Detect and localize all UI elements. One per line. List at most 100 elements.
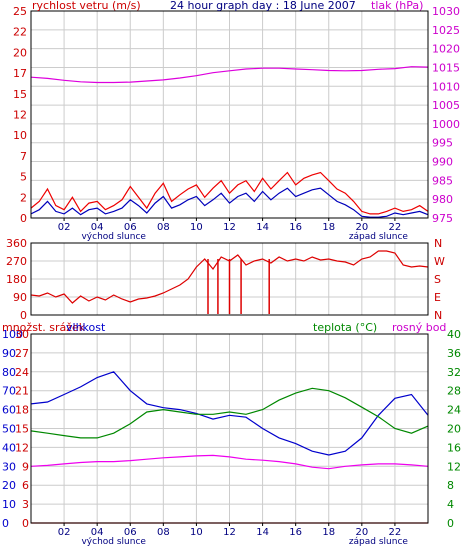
wind-speed-y-tick-label: 17: [13, 67, 27, 80]
wind-speed-y-tick-label: 22: [13, 26, 27, 39]
temperature-y-tick-label: 28: [447, 385, 461, 398]
wind-direction-y-tick-label: 180: [6, 273, 27, 286]
climate-x-tick-label: 06: [124, 527, 137, 538]
precipitation-y-tick-label: 30: [15, 328, 29, 341]
wind-speed-x-tick-label: 04: [91, 222, 104, 233]
wind-speed-x-tick-label: 14: [256, 222, 269, 233]
precipitation-y-tick-label: 27: [15, 347, 29, 360]
compass-tick-label: S: [434, 273, 441, 286]
precipitation-y-tick-label: 24: [15, 366, 29, 379]
humidity-y-tick-label: 70: [2, 385, 16, 398]
climate-x-tick-label: 10: [190, 527, 203, 538]
wind-speed-x-tick-label: 16: [289, 222, 302, 233]
humidity-label: vlhkost: [66, 321, 106, 334]
wind-speed-axis-label: rychlost vetru (m/s): [32, 0, 141, 12]
temperature-label: teplota (°C): [313, 321, 377, 334]
pressure-y-tick-label: 1000: [432, 118, 460, 131]
pressure-y-tick-label: 995: [432, 137, 453, 150]
wind-speed-x-tick-label: 10: [190, 222, 203, 233]
wind-direction-y-tick-label: 270: [6, 255, 27, 268]
precipitation-y-tick-label: 18: [15, 404, 29, 417]
humidity-series-line: [30, 371, 429, 456]
wind-speed-y-tick-label: 7: [20, 150, 27, 163]
temperature-y-tick-label: 40: [447, 328, 461, 341]
wind-speed-sun-label: východ slunce: [81, 232, 146, 242]
compass-tick-label: E: [434, 291, 441, 304]
climate-x-tick-label: 14: [256, 527, 269, 538]
humidity-y-tick-label: 20: [2, 479, 16, 492]
humidity-y-tick-label: 60: [2, 404, 16, 417]
pressure-series-line: [30, 66, 429, 84]
pressure-y-tick-label: 1005: [432, 99, 460, 112]
wind-speed-x-tick-label: 18: [322, 222, 335, 233]
chart-title: 24 hour graph day : 18 June 2007: [170, 0, 356, 12]
temperature-y-tick-label: 24: [447, 404, 461, 417]
climate-x-tick-label: 18: [322, 527, 335, 538]
climate-x-tick-label: 04: [91, 527, 104, 538]
wind-speed-y-tick-label: 2: [20, 191, 27, 204]
temperature-y-tick-label: 20: [447, 423, 461, 436]
wind-gust-series-line: [30, 171, 429, 215]
pressure-y-tick-label: 1010: [432, 80, 460, 93]
temperature-y-tick-label: 8: [447, 479, 454, 492]
humidity-y-tick-label: 50: [2, 423, 16, 436]
climate-x-tick-label: 16: [289, 527, 302, 538]
pressure-axis-label: tlak (hPa): [371, 0, 423, 12]
climate-x-tick-label: 20: [355, 527, 368, 538]
pressure-y-tick-label: 975: [432, 212, 453, 225]
precipitation-y-tick-label: 9: [22, 460, 29, 473]
temperature-y-tick-label: 36: [447, 347, 461, 360]
dew-point-label: rosný bod: [392, 321, 446, 334]
wind-direction-y-tick-label: 90: [13, 291, 27, 304]
wind-speed-y-tick-label: 12: [13, 109, 27, 122]
temperature-y-tick-label: 16: [447, 441, 461, 454]
wind-direction-frame: [30, 242, 429, 316]
wind-speed-y-tick-label: 0: [20, 212, 27, 225]
temperature-y-tick-label: 0: [447, 517, 454, 530]
climate-x-tick-label: 12: [223, 527, 236, 538]
pressure-y-tick-label: 990: [432, 156, 453, 169]
compass-tick-label: N: [434, 309, 442, 322]
wind-speed-x-tick-label: 20: [355, 222, 368, 233]
pressure-y-tick-label: 1030: [432, 5, 460, 18]
climate-sun-label: západ slunce: [349, 537, 409, 547]
humidity-y-tick-label: 10: [2, 498, 16, 511]
temperature-y-tick-label: 32: [447, 366, 461, 379]
pressure-y-tick-label: 985: [432, 174, 453, 187]
wind-speed-sun-label: západ slunce: [349, 232, 409, 242]
wind-speed-x-tick-label: 22: [389, 222, 402, 233]
pressure-y-tick-label: 1020: [432, 43, 460, 56]
climate-sun-label: východ slunce: [81, 537, 146, 547]
precipitation-y-tick-label: 3: [22, 498, 29, 511]
humidity-y-tick-label: 40: [2, 441, 16, 454]
climate-x-tick-label: 08: [157, 527, 170, 538]
pressure-y-tick-label: 1015: [432, 61, 460, 74]
wind-speed-y-tick-label: 20: [13, 46, 27, 59]
dew-point-series-line: [30, 454, 429, 470]
wind-speed-x-tick-label: 06: [124, 222, 137, 233]
wind-direction-y-tick-label: 0: [20, 309, 27, 322]
temperature-series-line: [30, 387, 429, 439]
precipitation-y-tick-label: 15: [15, 423, 29, 436]
humidity-y-tick-label: 80: [2, 366, 16, 379]
wind-speed-y-tick-label: 5: [20, 171, 27, 184]
precipitation-y-tick-label: 12: [15, 441, 29, 454]
wind-speed-x-tick-label: 02: [58, 222, 71, 233]
precipitation-y-tick-label: 0: [22, 517, 29, 530]
climate-x-tick-label: 22: [389, 527, 402, 538]
pressure-y-tick-label: 980: [432, 193, 453, 206]
humidity-y-tick-label: 100: [2, 328, 23, 341]
wind-speed-y-tick-label: 25: [13, 5, 27, 18]
pressure-y-tick-label: 1025: [432, 24, 460, 37]
precipitation-y-tick-label: 6: [22, 479, 29, 492]
wind-direction-y-tick-label: 360: [6, 237, 27, 250]
climate-x-tick-label: 02: [58, 527, 71, 538]
precipitation-label: množst. srážek: [2, 321, 86, 334]
humidity-y-tick-label: 30: [2, 460, 16, 473]
wind-average-series-line: [30, 187, 429, 218]
wind-speed-y-tick-label: 15: [13, 88, 27, 101]
compass-tick-label: W: [434, 255, 445, 268]
temperature-y-tick-label: 4: [447, 498, 454, 511]
wind-speed-x-tick-label: 12: [223, 222, 236, 233]
